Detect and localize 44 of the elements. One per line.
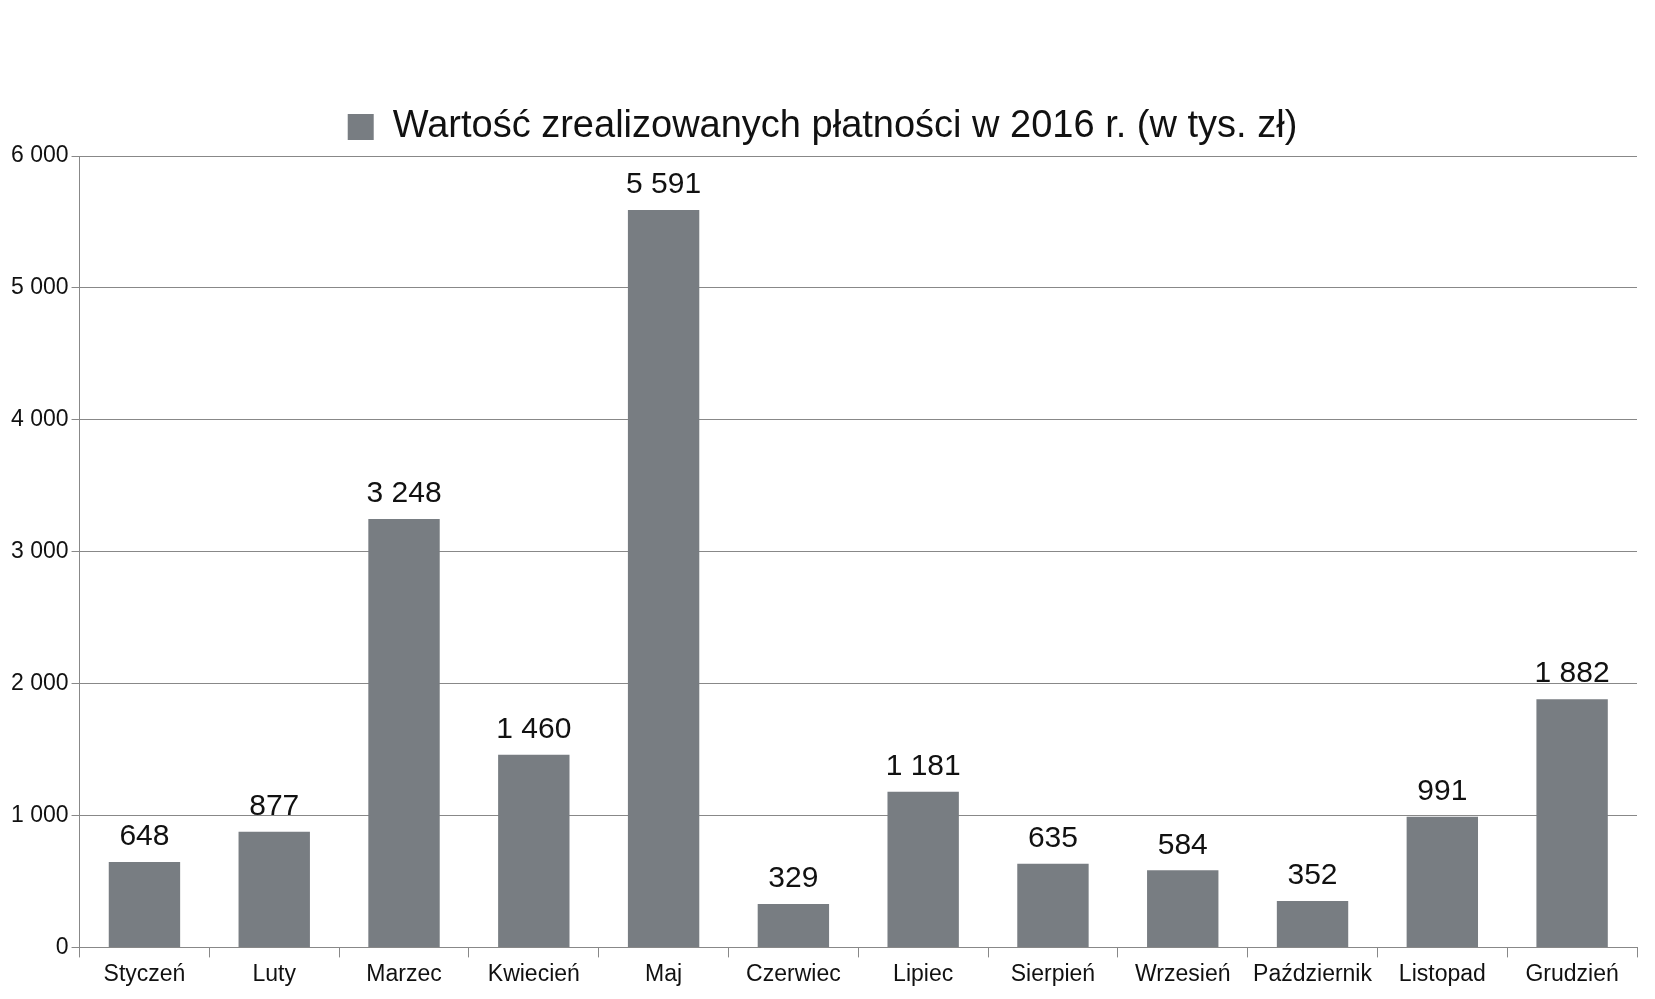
data-label: 1 460 <box>496 711 572 745</box>
bar <box>108 861 181 947</box>
y-tick-label: 3 000 <box>10 537 69 564</box>
legend-label: Wartość zrealizowanych płatności w 2016 r. (w tys. zł) <box>392 103 1298 146</box>
data-label: 3 248 <box>366 475 442 509</box>
bar <box>1536 699 1608 947</box>
data-label: 635 <box>1027 819 1078 853</box>
bar <box>887 791 959 947</box>
bar <box>1276 900 1349 947</box>
y-tick-label: 2 000 <box>10 668 69 695</box>
bar <box>627 209 700 947</box>
bar <box>1406 816 1479 947</box>
data-label: 329 <box>768 860 819 894</box>
bar <box>1147 870 1219 947</box>
data-label: 1 882 <box>1534 655 1610 689</box>
y-tick-label: 6 000 <box>10 141 69 168</box>
x-tick-label: Czerwiec <box>746 959 841 986</box>
x-tick-label: Kwiecień <box>487 959 580 986</box>
x-tick-label: Wrzesień <box>1135 959 1231 986</box>
x-tick-label: Sierpień <box>1010 959 1096 986</box>
bar <box>498 754 570 947</box>
data-label: 5 591 <box>626 166 702 200</box>
bar <box>368 518 440 947</box>
bar <box>1017 863 1089 947</box>
x-tick-label: Styczeń <box>103 959 186 986</box>
data-label: 584 <box>1157 826 1208 860</box>
x-tick-label: Marzec <box>366 959 442 986</box>
x-tick-label: Maj <box>645 959 683 986</box>
data-label: 877 <box>249 787 300 821</box>
x-tick-label: Październik <box>1253 959 1373 986</box>
data-label: 991 <box>1417 772 1468 806</box>
y-tick-label: 0 <box>55 932 69 959</box>
x-tick-label: Lipiec <box>893 959 954 986</box>
data-label: 648 <box>119 818 170 852</box>
y-tick-label: 4 000 <box>10 405 69 432</box>
y-tick-label: 1 000 <box>10 800 69 827</box>
bar <box>238 831 310 947</box>
x-tick-label: Listopad <box>1398 959 1486 986</box>
x-tick-label: Grudzień <box>1525 959 1619 986</box>
bar <box>757 904 830 947</box>
data-label: 1 181 <box>885 747 961 781</box>
data-label: 352 <box>1287 857 1338 891</box>
y-tick-label: 5 000 <box>10 273 69 300</box>
x-tick-label: Luty <box>252 959 297 986</box>
